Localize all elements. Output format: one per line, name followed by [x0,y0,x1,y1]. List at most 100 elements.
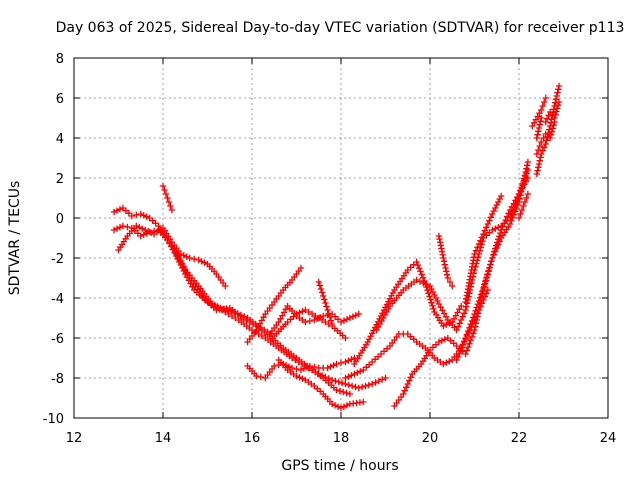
x-tick-label: 20 [422,431,439,446]
data-point [167,202,174,210]
data-point [320,312,327,320]
data-point [535,124,543,132]
data-point [440,254,447,262]
data-point [533,170,540,178]
data-point [462,350,469,358]
data-point [337,359,345,367]
series [515,190,532,222]
data-point [340,317,348,324]
data-point [322,299,329,307]
data-point [336,387,344,395]
data-point [413,276,420,284]
data-point [427,296,434,303]
data-point [484,220,492,228]
series [315,278,336,328]
data-point [471,326,478,334]
data-point [328,400,336,408]
data-point [443,321,450,328]
data-point [351,370,358,378]
series [373,166,532,334]
data-point [475,297,483,305]
data-point [299,375,306,382]
data-point [444,274,451,282]
data-point [431,291,438,299]
y-tick-label: -4 [51,292,64,307]
data-point [180,252,187,259]
x-tick-label: 22 [511,431,528,446]
data-point [509,214,516,221]
data-point [334,403,342,410]
data-point [162,190,170,198]
data-point [201,259,208,266]
data-point [143,230,150,237]
data-point [471,310,478,318]
data-point [515,214,523,222]
data-point [133,211,140,219]
data-point [495,198,502,206]
data-point [315,278,322,286]
data-point [311,363,318,371]
data-point [413,258,420,266]
data-point [403,384,410,391]
data-point [133,222,140,230]
data-point [547,131,555,138]
data-point [535,146,542,154]
data-point [349,313,357,320]
data-point [417,268,424,275]
data-point [318,289,326,296]
data-point [407,374,414,381]
data-point [425,290,432,297]
data-point [446,278,454,286]
data-point [137,210,144,218]
x-tick-label: 16 [244,431,261,446]
data-point [429,302,436,309]
chart-title: Day 063 of 2025, Sidereal Day-to-day VTE… [56,20,625,36]
data-point [493,242,500,249]
data-point [429,288,437,296]
data-point [440,258,448,265]
data-point [354,369,361,376]
data-point [468,333,476,341]
data-point [432,294,440,302]
data-point [472,323,479,330]
data-point [343,389,350,397]
y-tick-label: 0 [56,212,64,227]
series [533,98,563,142]
y-axis-label: SDTVAR / TECUs [7,181,23,296]
data-point [537,118,544,125]
data-point [305,308,312,316]
data-point [456,320,463,327]
data-point [513,205,520,212]
data-point [466,324,473,331]
data-point [337,318,345,326]
data-point [150,227,158,235]
series [244,264,305,346]
data-point [113,225,121,232]
data-point [186,254,193,262]
data-point [555,86,562,93]
data-point [161,186,168,194]
data-point [328,320,336,328]
data-point [554,89,561,96]
data-point [137,232,144,240]
series [529,94,549,130]
data-point [302,306,309,314]
data-point [378,376,386,383]
x-axis-label: GPS time / hours [281,458,398,474]
data-point [119,222,127,230]
series [453,174,532,364]
data-point [479,288,486,295]
data-point [345,357,352,364]
data-point [208,300,216,308]
data-point [552,111,559,118]
data-point [249,320,257,328]
data-point [539,147,546,154]
data-point [385,298,392,305]
data-point [110,208,118,216]
data-point [462,306,469,314]
data-point [367,333,374,340]
data-point [457,302,465,310]
data-point [493,201,500,209]
data-point [553,108,560,115]
data-point [492,204,499,212]
